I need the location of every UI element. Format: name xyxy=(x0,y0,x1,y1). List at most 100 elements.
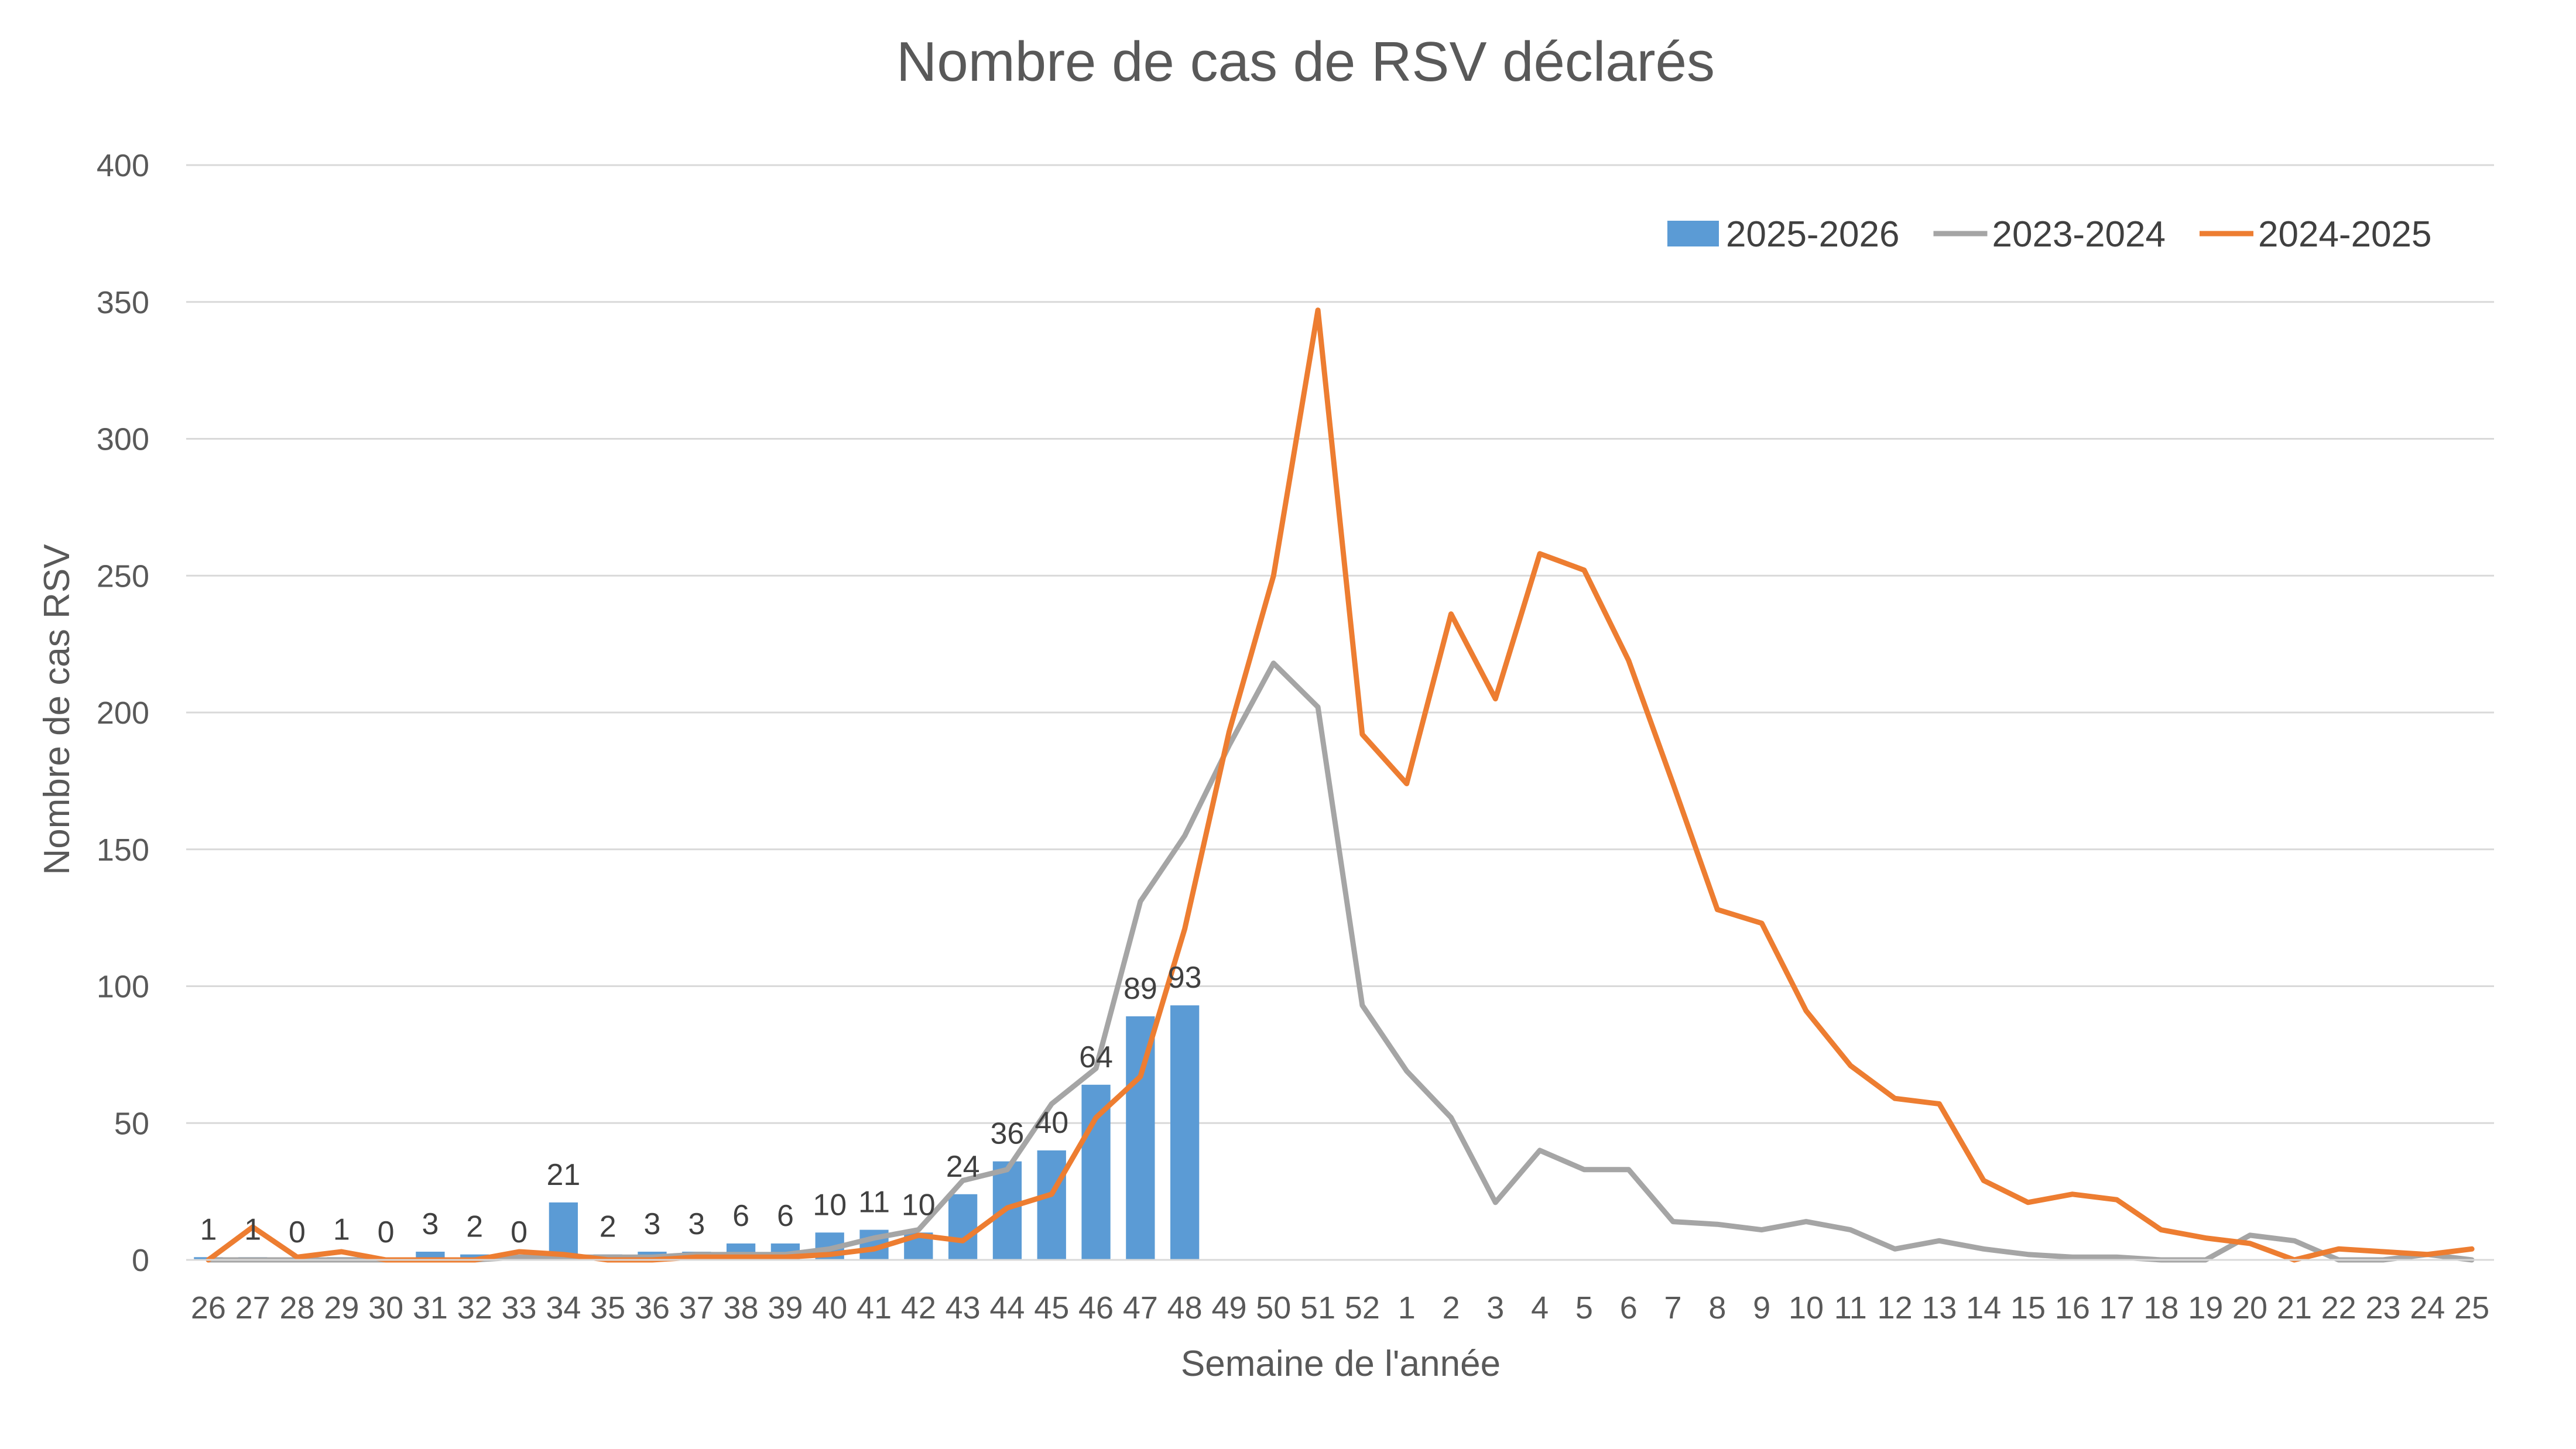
bar-data-label: 0 xyxy=(289,1215,306,1249)
x-tick-label: 20 xyxy=(2232,1290,2267,1325)
y-tick-label: 150 xyxy=(97,833,149,868)
y-tick-label: 0 xyxy=(132,1243,149,1278)
x-tick-label: 29 xyxy=(324,1290,359,1325)
x-tick-label: 30 xyxy=(368,1290,403,1325)
y-tick-label: 200 xyxy=(97,696,149,731)
y-tick-label: 250 xyxy=(97,559,149,594)
x-tick-label: 27 xyxy=(235,1290,270,1325)
x-tick-label: 37 xyxy=(679,1290,714,1325)
bar xyxy=(1170,1005,1200,1260)
x-tick-label: 13 xyxy=(1921,1290,1957,1325)
x-tick-label: 15 xyxy=(2010,1290,2046,1325)
bar-data-label: 64 xyxy=(1079,1040,1113,1074)
x-tick-label: 28 xyxy=(279,1290,314,1325)
y-axis-title: Nombre de cas RSV xyxy=(37,544,77,875)
x-tick-label: 4 xyxy=(1531,1290,1549,1325)
bar-data-label: 6 xyxy=(777,1199,794,1233)
bar-data-label: 21 xyxy=(546,1158,580,1192)
x-tick-label: 24 xyxy=(2410,1290,2445,1325)
bar-data-label: 1 xyxy=(333,1212,350,1246)
x-tick-label: 35 xyxy=(590,1290,625,1325)
bar xyxy=(460,1254,489,1260)
legend-swatch xyxy=(1667,221,1719,246)
x-tick-label: 47 xyxy=(1123,1290,1158,1325)
lines xyxy=(205,307,2475,1263)
x-tick-label: 26 xyxy=(191,1290,226,1325)
y-tick-label: 400 xyxy=(97,148,149,183)
bar-data-label: 3 xyxy=(688,1207,705,1241)
bar-data-label: 10 xyxy=(813,1188,847,1222)
bar-data-label: 0 xyxy=(511,1215,527,1249)
x-tick-label: 38 xyxy=(724,1290,759,1325)
series-line-2024-2025 xyxy=(205,307,2475,1263)
bar xyxy=(1126,1016,1155,1260)
bar xyxy=(948,1194,978,1260)
x-tick-label: 48 xyxy=(1167,1290,1203,1325)
bar xyxy=(549,1202,578,1260)
bar-data-label: 1 xyxy=(244,1212,261,1246)
bar-data-label: 40 xyxy=(1034,1106,1068,1140)
x-tick-label: 19 xyxy=(2188,1290,2223,1325)
x-tick-label: 16 xyxy=(2055,1290,2090,1325)
x-tick-label: 5 xyxy=(1575,1290,1593,1325)
x-tick-label: 36 xyxy=(635,1290,670,1325)
y-tick-label: 100 xyxy=(97,970,149,1005)
x-axis-ticks: 26 27 28 29 30 31 32 33 34 35 36 37 38 39 40 41 42 43 44 45… xyxy=(191,1290,2489,1325)
x-tick-label: 49 xyxy=(1211,1290,1246,1325)
x-tick-label: 50 xyxy=(1256,1290,1291,1325)
x-tick-label: 3 xyxy=(1486,1290,1504,1325)
x-tick-label: 21 xyxy=(2277,1290,2312,1325)
bar-data-label: 3 xyxy=(644,1207,661,1241)
x-tick-label: 17 xyxy=(2099,1290,2135,1325)
x-tick-label: 51 xyxy=(1300,1290,1335,1325)
bar-data-label: 2 xyxy=(466,1210,483,1244)
chart-title: Nombre de cas de RSV déclarés xyxy=(896,30,1715,93)
bar-data-label: 36 xyxy=(991,1117,1025,1151)
bar-data-label: 93 xyxy=(1168,961,1202,995)
y-axis-ticks: 0 50 100 150 200 250 300 350 400 xyxy=(97,148,149,1278)
x-tick-label: 2 xyxy=(1442,1290,1460,1325)
x-tick-label: 11 xyxy=(1834,1290,1867,1325)
bar-data-label: 6 xyxy=(732,1199,749,1233)
x-tick-label: 7 xyxy=(1664,1290,1682,1325)
x-tick-label: 42 xyxy=(901,1290,936,1325)
x-tick-label: 9 xyxy=(1753,1290,1770,1325)
y-tick-label: 50 xyxy=(114,1106,149,1141)
x-tick-label: 25 xyxy=(2454,1290,2489,1325)
legend-label: 2025-2026 xyxy=(1726,214,1900,255)
bar-data-label: 0 xyxy=(378,1215,395,1249)
gridlines xyxy=(186,164,2494,1124)
x-tick-label: 8 xyxy=(1708,1290,1726,1325)
y-tick-label: 300 xyxy=(97,422,149,457)
bar xyxy=(1037,1150,1066,1260)
bar-data-label: 89 xyxy=(1123,972,1157,1006)
x-tick-label: 1 xyxy=(1398,1290,1416,1325)
bar-data-label: 10 xyxy=(902,1188,936,1222)
bars-2025-2026 xyxy=(194,1005,1200,1260)
x-axis-title: Semaine de l'année xyxy=(1181,1344,1501,1384)
x-tick-label: 41 xyxy=(857,1290,892,1325)
x-tick-label: 23 xyxy=(2365,1290,2400,1325)
bar xyxy=(1081,1084,1111,1260)
x-tick-label: 10 xyxy=(1789,1290,1824,1325)
x-tick-label: 12 xyxy=(1878,1290,1913,1325)
x-tick-label: 6 xyxy=(1620,1290,1638,1325)
legend-label: 2024-2025 xyxy=(2258,214,2432,255)
x-tick-label: 43 xyxy=(946,1290,981,1325)
x-tick-label: 52 xyxy=(1345,1290,1380,1325)
x-tick-label: 46 xyxy=(1078,1290,1114,1325)
bar-data-label: 1 xyxy=(200,1212,217,1246)
x-tick-label: 18 xyxy=(2143,1290,2178,1325)
bar-data-label: 11 xyxy=(858,1186,890,1220)
bar-data-label: 3 xyxy=(422,1207,439,1241)
bar-data-label: 24 xyxy=(946,1150,980,1184)
legend-label: 2023-2024 xyxy=(1992,214,2166,255)
x-tick-label: 40 xyxy=(812,1290,847,1325)
x-tick-label: 44 xyxy=(989,1290,1025,1325)
bar-data-label: 2 xyxy=(600,1210,616,1244)
x-tick-label: 33 xyxy=(502,1290,537,1325)
y-tick-label: 350 xyxy=(97,285,149,320)
x-tick-label: 31 xyxy=(413,1290,448,1325)
x-tick-label: 45 xyxy=(1034,1290,1069,1325)
